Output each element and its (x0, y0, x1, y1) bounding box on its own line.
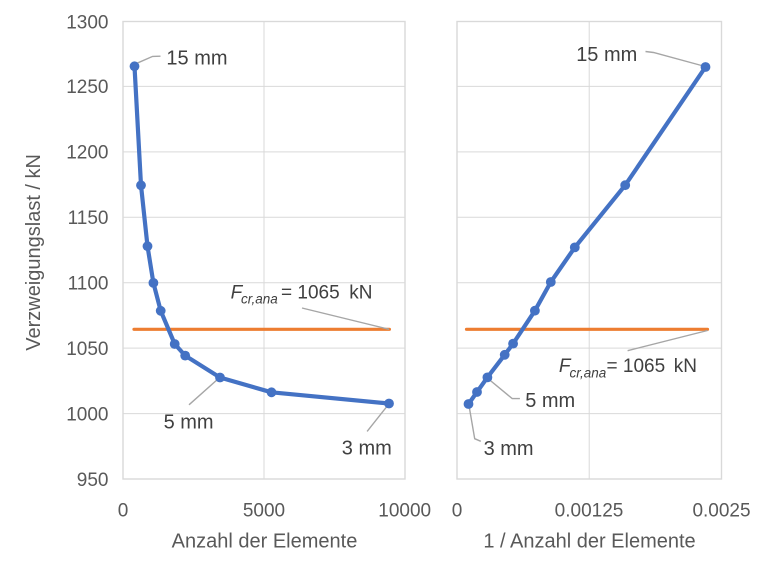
svg-text:0: 0 (452, 501, 463, 522)
svg-text:1250: 1250 (66, 77, 108, 98)
svg-text:1100: 1100 (68, 274, 109, 295)
svg-text:= 1065: = 1065 (607, 356, 666, 377)
svg-text:cr,ana: cr,ana (241, 292, 278, 307)
svg-text:F: F (559, 356, 572, 377)
svg-text:1050: 1050 (66, 339, 108, 360)
svg-text:kN: kN (674, 356, 697, 377)
svg-text:1300: 1300 (66, 12, 108, 33)
svg-text:= 1065: = 1065 (281, 283, 340, 304)
svg-text:1 / Anzahl der Elemente: 1 / Anzahl der Elemente (483, 531, 695, 553)
svg-text:Anzahl der Elemente: Anzahl der Elemente (172, 531, 358, 553)
svg-text:1200: 1200 (66, 143, 108, 164)
svg-text:1150: 1150 (68, 208, 109, 229)
svg-text:1000: 1000 (66, 404, 108, 425)
svg-text:10000: 10000 (378, 501, 431, 522)
svg-text:15 mm: 15 mm (576, 44, 637, 66)
svg-text:15 mm: 15 mm (166, 48, 227, 70)
svg-text:cr,ana: cr,ana (570, 366, 607, 381)
svg-text:0.00125: 0.00125 (555, 501, 624, 522)
svg-text:kN: kN (349, 283, 372, 304)
svg-text:5000: 5000 (243, 501, 285, 522)
svg-text:0: 0 (118, 501, 129, 522)
svg-text:5 mm: 5 mm (525, 390, 575, 412)
svg-text:0.0025: 0.0025 (692, 501, 750, 522)
svg-text:3 mm: 3 mm (342, 438, 392, 460)
svg-text:F: F (231, 283, 244, 304)
svg-text:Verzweigungslast / kN: Verzweigungslast / kN (23, 154, 45, 351)
svg-text:5 mm: 5 mm (164, 412, 214, 434)
svg-text:3 mm: 3 mm (484, 438, 534, 460)
svg-text:950: 950 (77, 470, 109, 491)
